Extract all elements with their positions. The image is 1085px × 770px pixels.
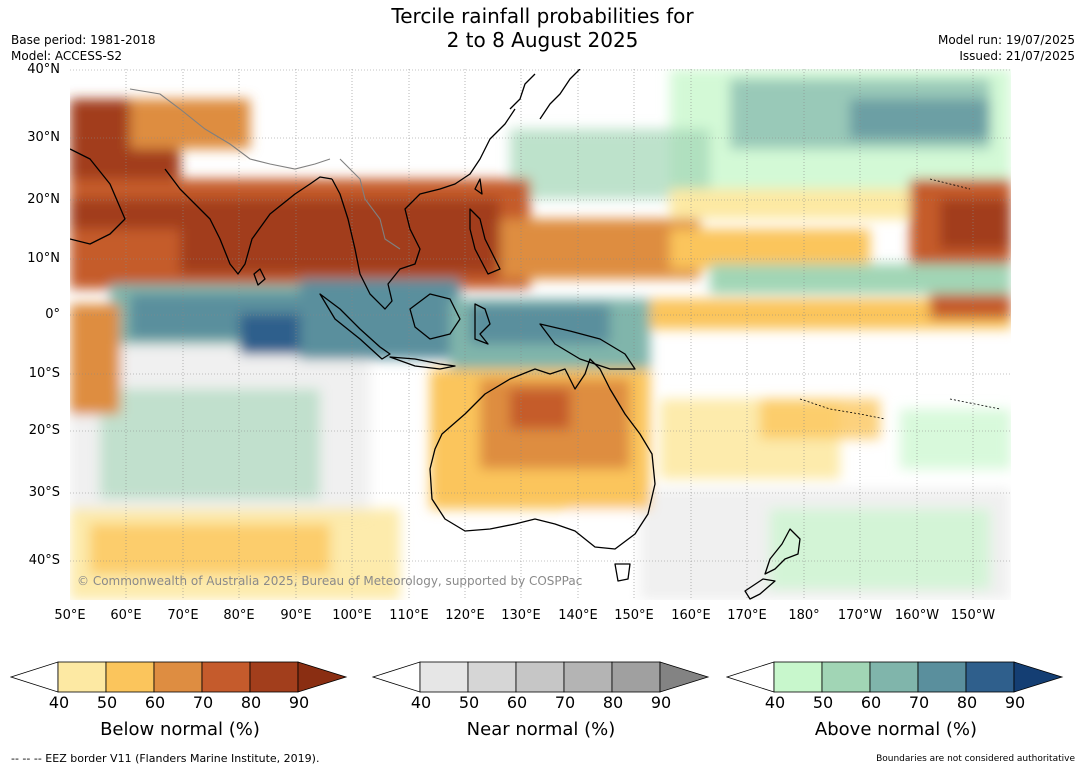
colorbar-tick: 70 xyxy=(192,693,214,712)
lon-label: 90°E xyxy=(280,608,312,623)
colorbar-swatch xyxy=(611,661,661,693)
colorbar-swatch xyxy=(773,661,823,693)
colorbar-swatch xyxy=(57,661,107,693)
colorbar-tick: 50 xyxy=(458,693,480,712)
colorbar-tick: 60 xyxy=(144,693,166,712)
base-period: Base period: 1981-2018 xyxy=(11,33,156,47)
colorbar-swatch xyxy=(105,661,155,693)
lon-label: 140°E xyxy=(558,608,598,623)
lat-label: 0° xyxy=(45,307,60,322)
colorbar-swatches xyxy=(372,661,710,693)
lon-label: 110°E xyxy=(389,608,429,623)
colorbar-below-normal xyxy=(10,661,348,693)
model-run: Model run: 19/07/2025 xyxy=(937,33,1075,47)
colorbar-low-extend xyxy=(726,661,775,693)
colorbar-high-extend xyxy=(659,661,710,693)
colorbar-tick: 90 xyxy=(650,693,672,712)
colorbar-tick: 60 xyxy=(860,693,882,712)
colorbar-swatch xyxy=(201,661,251,693)
colorbar-tick: 60 xyxy=(506,693,528,712)
colorbar-tick: 70 xyxy=(908,693,930,712)
issued-date: Issued: 21/07/2025 xyxy=(959,49,1075,63)
lon-label: 100°E xyxy=(332,608,372,623)
colorbar-swatches xyxy=(726,661,1064,693)
probability-map xyxy=(70,69,1011,600)
colorbar-swatch xyxy=(467,661,517,693)
country-borders xyxy=(129,88,401,250)
colorbar-tick: 80 xyxy=(240,693,262,712)
colorbar-tick: 40 xyxy=(48,693,70,712)
eez-footnote: -- -- -- EEZ border V11 (Flanders Marine… xyxy=(11,752,320,765)
lon-label: 170°W xyxy=(837,608,883,623)
colorbar-tick: 40 xyxy=(410,693,432,712)
colorbar-swatch xyxy=(917,661,967,693)
lon-label: 50°E xyxy=(54,608,86,623)
model-name: Model: ACCESS-S2 xyxy=(11,49,123,63)
lon-label: 60°E xyxy=(110,608,142,623)
title-line-2: 2 to 8 August 2025 xyxy=(446,28,639,52)
colorbar-label-below: Below normal (%) xyxy=(100,719,260,740)
eez-borders xyxy=(799,178,1001,420)
lat-label: 30°S xyxy=(28,485,60,500)
colorbar-swatch xyxy=(869,661,919,693)
meta-right: Model run: 19/07/2025 Issued: 21/07/2025 xyxy=(938,32,1075,64)
colorbar-swatch xyxy=(515,661,565,693)
colorbar-high-extend xyxy=(297,661,348,693)
lon-label: 80°E xyxy=(223,608,255,623)
lon-label: 120°E xyxy=(445,608,485,623)
lat-label: 20°S xyxy=(28,423,60,438)
copyright-notice: © Commonwealth of Australia 2025, Bureau… xyxy=(77,574,583,588)
colorbar-near-normal xyxy=(372,661,710,693)
boundaries-disclaimer: Boundaries are not considered authoritat… xyxy=(876,754,1075,764)
lon-label: 170°E xyxy=(727,608,767,623)
lon-label: 160°E xyxy=(671,608,711,623)
lon-label: 150°E xyxy=(614,608,654,623)
colorbar-swatch xyxy=(249,661,299,693)
colorbar-swatch xyxy=(419,661,469,693)
colorbar-tick: 90 xyxy=(288,693,310,712)
colorbar-low-extend xyxy=(372,661,421,693)
map-gridlines xyxy=(70,69,1011,600)
colorbar-label-near: Near normal (%) xyxy=(466,719,616,740)
lon-label: 160°W xyxy=(894,608,940,623)
colorbar-tick: 80 xyxy=(956,693,978,712)
colorbar-above-normal xyxy=(726,661,1064,693)
colorbar-swatch xyxy=(821,661,871,693)
colorbar-swatch xyxy=(965,661,1015,693)
lat-label: 30°N xyxy=(27,130,60,145)
coastlines xyxy=(70,69,801,600)
colorbar-tick: 40 xyxy=(764,693,786,712)
colorbar-high-extend xyxy=(1013,661,1064,693)
colorbar-tick: 70 xyxy=(554,693,576,712)
colorbar-tick: 50 xyxy=(812,693,834,712)
lat-label: 40°S xyxy=(28,553,60,568)
probability-field xyxy=(70,69,1011,600)
lon-label: 70°E xyxy=(167,608,199,623)
lat-label: 10°N xyxy=(27,251,60,266)
colorbar-swatch xyxy=(563,661,613,693)
lon-label: 130°E xyxy=(501,608,541,623)
colorbar-label-above: Above normal (%) xyxy=(814,719,978,740)
title-line-1: Tercile rainfall probabilities for xyxy=(391,4,694,28)
colorbar-tick: 80 xyxy=(602,693,624,712)
lon-label: 150°W xyxy=(950,608,996,623)
lat-label: 40°N xyxy=(27,62,60,77)
lat-label: 20°N xyxy=(27,192,60,207)
colorbar-swatches xyxy=(10,661,348,693)
colorbar-low-extend xyxy=(10,661,59,693)
colorbar-tick: 90 xyxy=(1004,693,1026,712)
meta-left: Base period: 1981-2018 Model: ACCESS-S2 xyxy=(11,32,156,64)
lat-label: 10°S xyxy=(28,366,60,381)
colorbar-tick: 50 xyxy=(96,693,118,712)
lon-label: 180° xyxy=(788,608,820,623)
colorbar-swatch xyxy=(153,661,203,693)
map-title: Tercile rainfall probabilities for 2 to … xyxy=(0,4,1085,52)
